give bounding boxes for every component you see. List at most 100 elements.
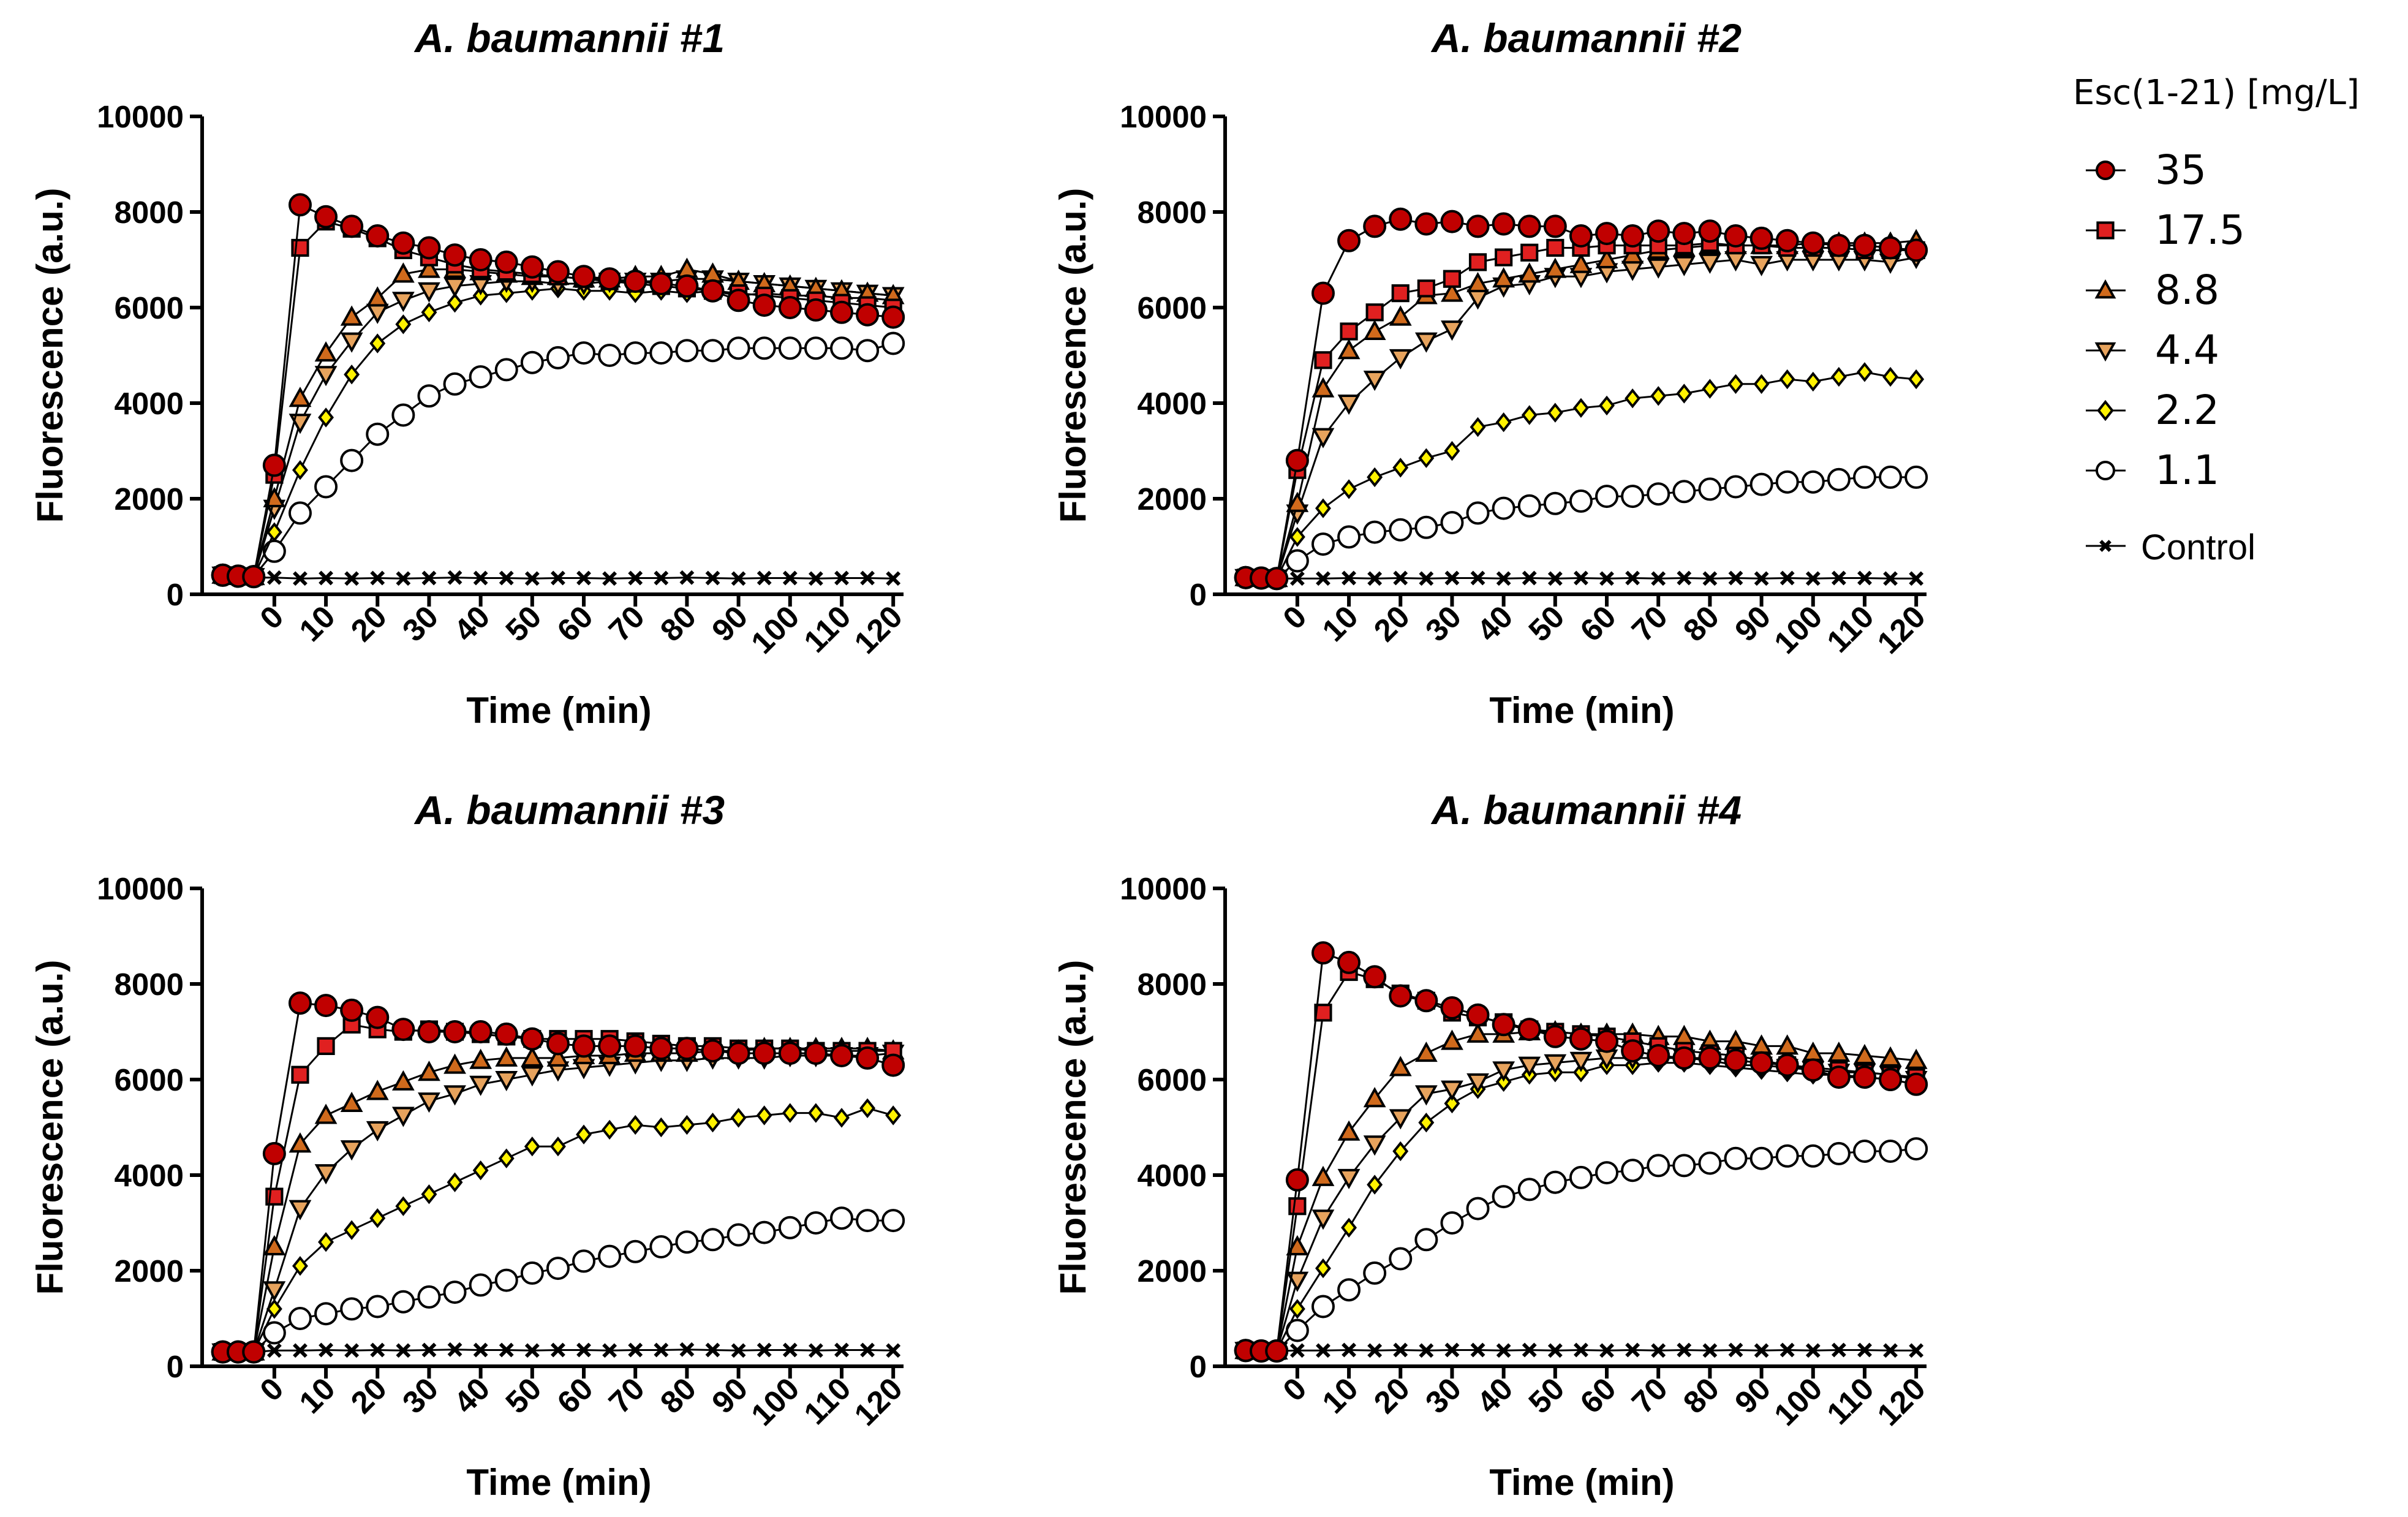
data-point xyxy=(757,1342,772,1358)
series-1.1 xyxy=(1234,1137,1928,1363)
legend-label: 35 xyxy=(2155,146,2206,194)
data-point xyxy=(1316,1343,1330,1358)
data-point xyxy=(675,1230,699,1254)
x-tick-label: 80 xyxy=(654,599,703,648)
data-point xyxy=(498,1148,515,1168)
data-point xyxy=(370,1342,385,1358)
data-point xyxy=(319,1342,333,1358)
data-point xyxy=(344,1343,360,1358)
data-point xyxy=(752,293,776,317)
data-point xyxy=(314,341,338,362)
data-point xyxy=(624,270,647,293)
data-point xyxy=(1470,570,1485,586)
data-point xyxy=(624,1034,647,1058)
y-tick-label: 2000 xyxy=(115,482,184,516)
x-axis-label: Time (min) xyxy=(466,1462,651,1503)
data-point xyxy=(1492,1185,1515,1209)
y-tick-label: 2000 xyxy=(1138,1254,1207,1288)
data-point xyxy=(340,448,364,472)
data-point xyxy=(881,1053,905,1077)
data-point xyxy=(1518,262,1541,283)
x-tick-label: 90 xyxy=(705,599,754,648)
data-point xyxy=(1698,219,1722,243)
data-point xyxy=(1414,989,1438,1013)
data-point xyxy=(469,1075,493,1096)
data-point xyxy=(1595,485,1619,509)
data-point xyxy=(1311,941,1335,965)
y-tick-label: 8000 xyxy=(1138,195,1207,230)
legend-items: 35 17.5 8.8 4.4 2.2 1.1 Control xyxy=(2086,146,2255,567)
legend-item-35: 35 xyxy=(2086,146,2206,194)
data-point xyxy=(262,539,286,563)
data-point xyxy=(1801,1144,1825,1168)
data-point xyxy=(499,570,514,586)
data-point xyxy=(886,1343,901,1358)
data-point xyxy=(1414,212,1438,236)
data-point xyxy=(314,205,338,229)
data-point xyxy=(469,365,493,389)
data-point xyxy=(1363,1135,1386,1156)
data-point xyxy=(421,302,437,323)
data-point xyxy=(1753,374,1770,395)
data-point xyxy=(624,341,647,365)
data-point xyxy=(1621,1159,1645,1182)
data-point xyxy=(1314,1004,1332,1022)
data-point xyxy=(293,1343,308,1358)
data-point xyxy=(314,366,338,387)
data-point xyxy=(1672,255,1696,276)
data-point xyxy=(1418,448,1435,468)
data-point xyxy=(679,570,695,585)
data-point xyxy=(289,387,312,407)
x-tick-label: 0 xyxy=(1276,599,1313,635)
data-point xyxy=(550,1342,565,1358)
data-point xyxy=(1546,238,1564,257)
data-point xyxy=(1440,996,1464,1020)
data-point xyxy=(1647,482,1670,506)
data-point xyxy=(292,460,308,480)
x-tick-label: 100 xyxy=(744,599,806,660)
data-point xyxy=(1702,1343,1718,1358)
data-point xyxy=(369,1208,386,1228)
data-point xyxy=(447,1172,463,1192)
data-point xyxy=(546,1257,570,1281)
data-point xyxy=(494,1022,518,1046)
data-point xyxy=(1466,1073,1489,1094)
series-Control xyxy=(215,1342,901,1360)
series-line xyxy=(1245,476,1917,580)
x-tick-label: 30 xyxy=(1419,1371,1468,1420)
data-point xyxy=(366,1005,390,1029)
data-point xyxy=(314,1302,338,1326)
series-line xyxy=(1245,218,1917,580)
data-point xyxy=(1672,480,1696,504)
x-tick-label: 120 xyxy=(1870,1371,1931,1432)
data-point xyxy=(701,1228,725,1252)
legend-item-8.8: 8.8 xyxy=(2086,267,2219,314)
x-tick-label: 20 xyxy=(1367,1371,1416,1420)
legend: Esc(1-21) [mg/L] 35 17.5 8.8 4.4 2.2 1.1 Contr… xyxy=(2073,73,2360,567)
data-point xyxy=(829,1044,853,1067)
y-tick-label: 6000 xyxy=(1138,1062,1207,1097)
x-tick-label: 60 xyxy=(550,1371,599,1420)
legend-label: Control xyxy=(2141,528,2255,567)
x-tick-label: 40 xyxy=(1470,599,1519,648)
data-point xyxy=(292,1255,308,1276)
data-point xyxy=(1389,349,1412,370)
data-point xyxy=(602,1119,618,1140)
data-point xyxy=(1286,1235,1309,1255)
y-tick-label: 0 xyxy=(167,577,184,612)
data-point xyxy=(498,283,515,303)
data-point xyxy=(1547,571,1563,586)
data-point xyxy=(396,571,411,586)
data-point xyxy=(421,1184,437,1205)
data-point xyxy=(1414,1228,1438,1252)
data-point xyxy=(1543,491,1567,515)
data-point xyxy=(1414,515,1438,539)
data-point xyxy=(1904,1137,1928,1161)
data-point xyxy=(1754,571,1769,586)
data-point xyxy=(778,296,802,319)
data-point xyxy=(1414,332,1438,353)
x-tick-label: 20 xyxy=(1367,599,1416,648)
data-point xyxy=(778,1042,802,1065)
